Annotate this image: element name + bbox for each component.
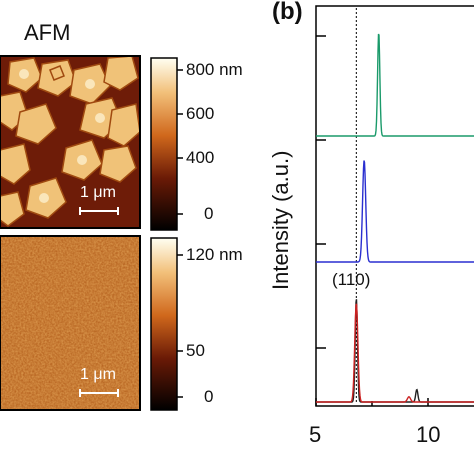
plot-frame	[315, 5, 474, 407]
series-layer	[316, 33, 474, 403]
x-tick-label-5: 5	[309, 422, 322, 447]
peak-annotation: (110)	[332, 270, 371, 289]
colorbar-bottom-tick-max: 120 nm	[186, 245, 243, 264]
x-tick-label-10: 10	[416, 422, 441, 447]
panel-label: (b)	[272, 0, 303, 25]
colorbar-top	[150, 57, 183, 231]
colorbar-bottom-tick-50: 50	[186, 341, 205, 360]
afm-image-bottom	[0, 235, 141, 411]
scale-label-bottom: 1 μm	[80, 366, 116, 383]
colorbar-top-tick-max: 800 nm	[186, 60, 243, 79]
xrd-series-1	[316, 160, 474, 263]
colorbar-top-tick-400: 400	[186, 148, 215, 167]
xrd-series-0	[316, 33, 474, 137]
xrd-series-3	[316, 303, 474, 403]
scale-label-top: 1 μm	[80, 184, 116, 201]
afm-title: AFM	[24, 20, 71, 45]
colorbar-bottom-tick-0: 0	[204, 387, 214, 406]
colorbar-bottom	[150, 237, 183, 411]
colorbar-top-tick-0: 0	[204, 204, 214, 223]
xrd-plot	[315, 5, 474, 407]
colorbar-top-tick-600: 600	[186, 104, 215, 123]
y-axis-label: Intensity (a.u.)	[268, 150, 293, 290]
afm-image-top	[0, 55, 141, 229]
y-ticks	[316, 35, 326, 349]
xrd-series-2	[316, 299, 474, 403]
